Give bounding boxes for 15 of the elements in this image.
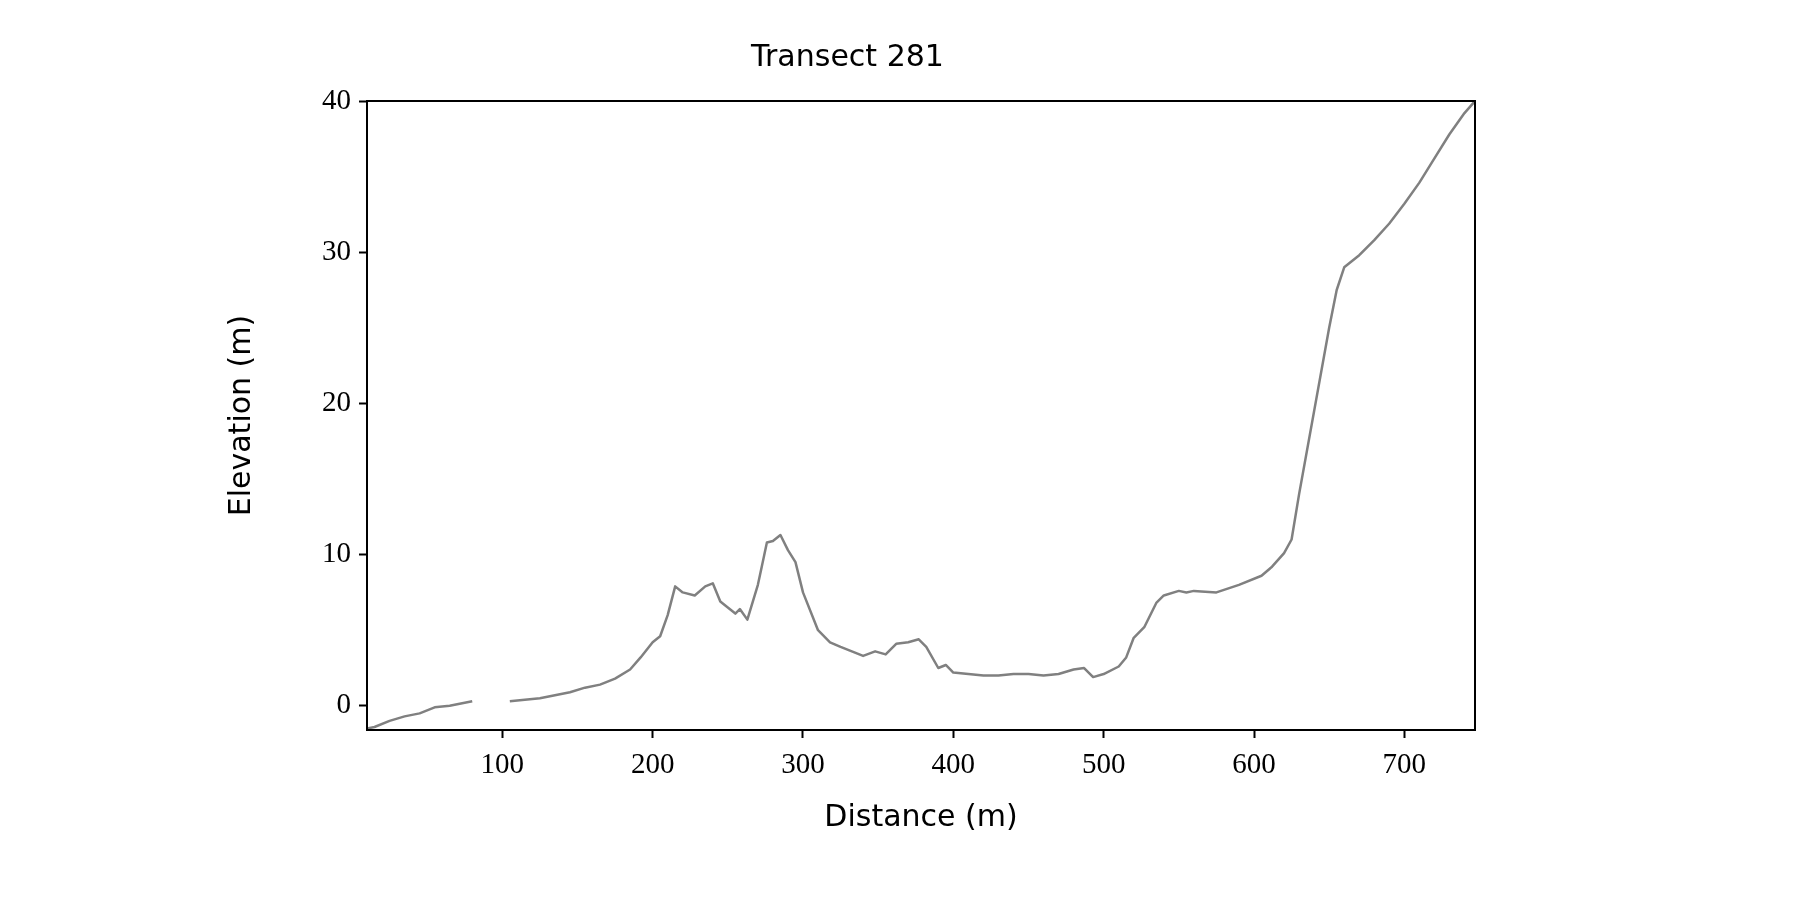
y-tick-label: 10 [322, 536, 351, 569]
x-tick-label: 200 [630, 747, 675, 780]
y-tick-label: 30 [322, 233, 351, 266]
x-tick-label: 300 [781, 747, 825, 780]
x-tick-label: 100 [480, 747, 525, 780]
x-tick-label: 700 [1382, 747, 1427, 780]
x-tick-label: 600 [1232, 747, 1276, 780]
x-tick-label: 400 [931, 747, 976, 780]
chart-title: Transect 281 [750, 37, 944, 73]
y-tick-label: 40 [322, 82, 351, 115]
x-tick-label: 500 [1081, 747, 1126, 780]
y-tick-label: 0 [336, 687, 351, 720]
x-axis-title: Distance (m) [824, 797, 1018, 833]
y-tick-label: 20 [322, 385, 351, 418]
y-axis-title: Elevation (m) [221, 314, 257, 517]
